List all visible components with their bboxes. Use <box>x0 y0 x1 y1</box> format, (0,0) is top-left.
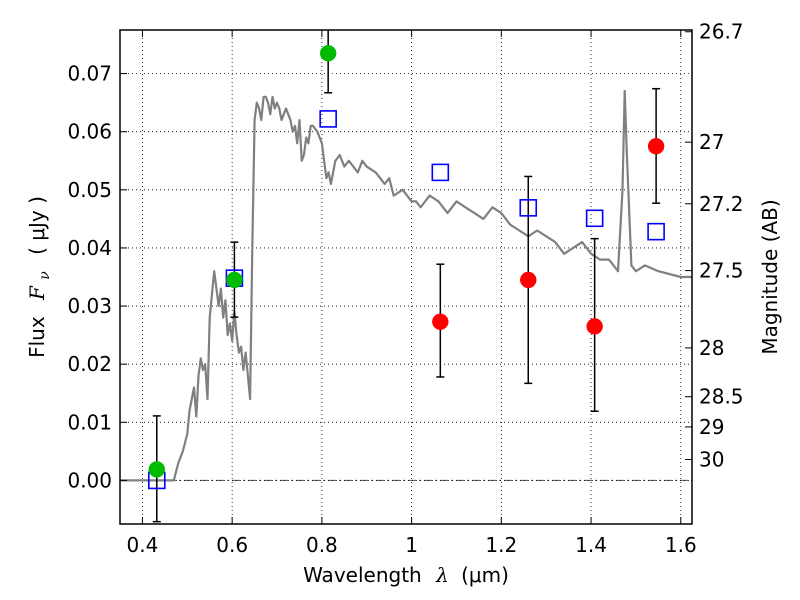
y-tick-label: 0.07 <box>67 62 112 86</box>
x-axis-label-text: Wavelength <box>303 563 422 587</box>
y-tick-label: 0.01 <box>67 410 112 434</box>
y-axis-label-text: Flux <box>25 316 49 358</box>
spectrum-layer <box>120 89 692 482</box>
data-point <box>520 271 537 289</box>
x-tick-label: 1 <box>405 533 418 557</box>
y-tick-label: 0.02 <box>67 352 112 376</box>
x-axis-label: Wavelength λ (μm) <box>303 563 509 587</box>
x-tick-label: 1.4 <box>575 533 607 557</box>
x-axis-label-symbol: λ <box>435 563 449 587</box>
y-axis-label-subscript: ν <box>37 271 53 280</box>
y-tick-label: 0.03 <box>67 294 112 318</box>
x-tick-label: 0.4 <box>127 533 159 557</box>
ticks-layer: 0.4 0.6 0.8 1 1.2 1.4 1.6 0.00 0.01 0.02 0.03 0.04 0… <box>67 20 743 557</box>
y-tick-label: 0.06 <box>67 120 112 144</box>
y-axis-label-unit: ( μJy ) <box>25 196 49 255</box>
y-axis-label-symbol: F <box>25 285 49 301</box>
x-tick-label: 0.6 <box>216 533 248 557</box>
y2-axis-label: Magnitude (AB) <box>758 199 782 354</box>
y2-tick-label: 27.5 <box>699 259 744 283</box>
y-tick-label: 0.05 <box>67 178 112 202</box>
x-tick-label: 1.2 <box>485 533 517 557</box>
data-point <box>319 44 337 62</box>
data-point <box>647 137 665 155</box>
y2-tick-label: 26.7 <box>699 20 744 44</box>
data-point <box>586 318 603 335</box>
y2-tick-label: 28.5 <box>699 385 744 409</box>
model-point <box>431 163 450 182</box>
points-layer <box>147 30 665 523</box>
model-point <box>519 199 538 217</box>
data-point <box>432 313 449 331</box>
y2-tick-label: 27.2 <box>699 192 744 216</box>
y-axis-label: Flux F ν ( μJy ) <box>25 196 54 358</box>
y-tick-label: 0.00 <box>67 468 112 492</box>
plot-frame <box>119 29 693 525</box>
spectrum-line <box>120 89 692 482</box>
model-point <box>319 110 337 128</box>
data-point <box>226 271 243 289</box>
model-point <box>647 222 665 241</box>
x-tick-label: 0.8 <box>306 533 338 557</box>
y2-tick-label: 27 <box>699 130 724 154</box>
y2-tick-label: 29 <box>699 415 724 439</box>
data-point <box>148 461 166 478</box>
x-tick-label: 1.6 <box>665 533 697 557</box>
x-axis-label-unit: (μm) <box>461 563 509 587</box>
y-tick-label: 0.04 <box>67 236 112 260</box>
y2-tick-label: 30 <box>699 447 724 471</box>
model-point <box>585 209 604 228</box>
y2-tick-label: 28 <box>699 336 724 360</box>
